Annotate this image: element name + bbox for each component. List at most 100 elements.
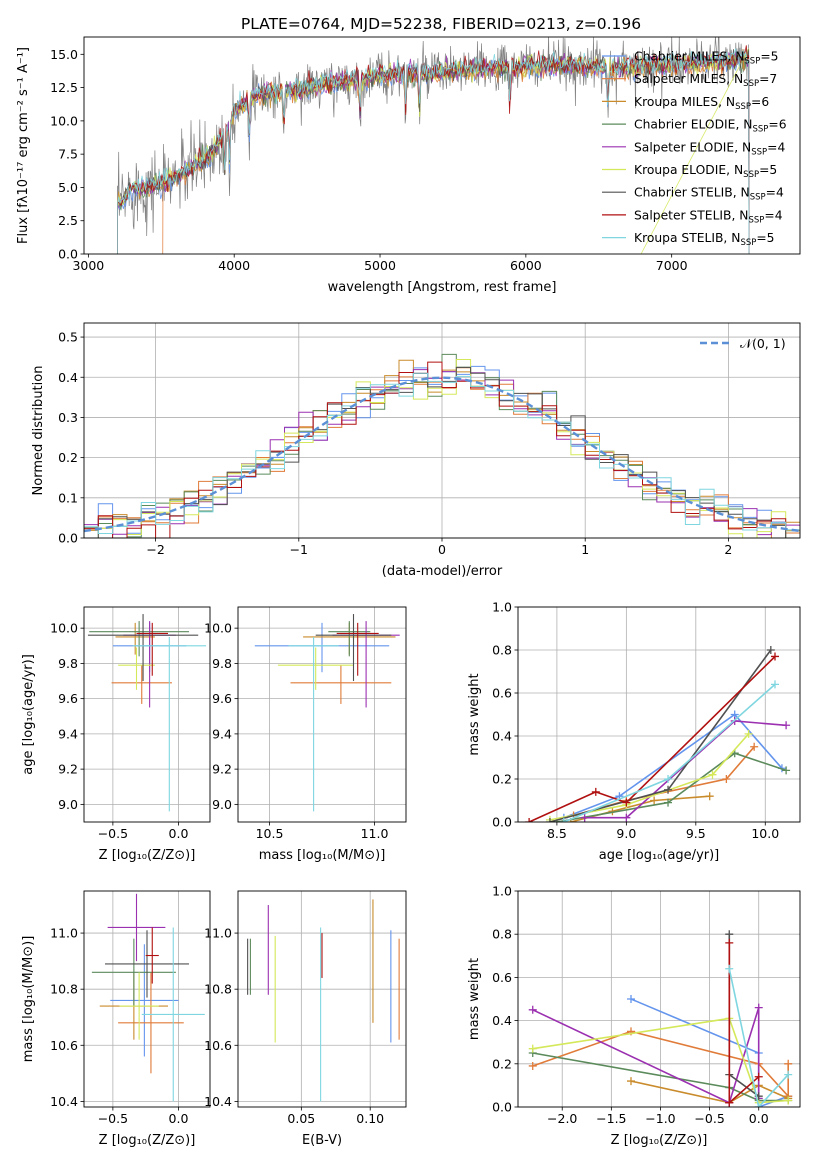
axes-frame <box>237 890 407 1108</box>
x-tick-label: 5000 <box>364 258 396 273</box>
legend-label: Chabrier MILES, NSSP=5 <box>634 50 778 67</box>
data-point <box>145 927 159 984</box>
x-tick-label: −2 <box>146 542 164 557</box>
y-tick-label: 11.0 <box>50 926 78 941</box>
y-tick-label: 0.0 <box>492 1100 512 1115</box>
model-spectrum-line <box>117 48 750 254</box>
y-tick-label: 15.0 <box>50 47 78 62</box>
y-tick-label: 10.8 <box>204 982 232 997</box>
mass-weight-marker <box>725 930 734 939</box>
mass-weight-marker <box>528 1044 537 1053</box>
y-tick-label: 0.5 <box>58 330 78 345</box>
mass-weight-marker <box>626 995 635 1003</box>
y-tick-label: 1.0 <box>492 884 512 899</box>
mass-weight-series-line <box>528 655 776 822</box>
mass-weight-vs-age-panel: 8.5 9.0 9.5 10.0 0.0 0.2 0.4 0.6 0.8 1.0 age [log₁… <box>467 600 801 863</box>
mass-weight-marker <box>559 818 568 822</box>
mass-weight-series-line <box>563 713 783 819</box>
y-tick-label: 9.4 <box>58 726 78 741</box>
data-point <box>115 622 155 655</box>
x-axis-label: age [log₁₀(age/yr)] <box>599 848 720 863</box>
axes-frame <box>83 606 211 823</box>
y-tick-label: 0.0 <box>492 815 512 830</box>
axes-frame <box>83 890 211 1108</box>
mass-weight-marker <box>744 729 753 738</box>
y-axis-label: age [log₁₀(age/yr)] <box>21 654 36 775</box>
x-tick-label: 0.05 <box>287 1111 315 1126</box>
x-tick-label: 0.0 <box>749 1111 769 1126</box>
plot-area <box>84 353 800 538</box>
residual-histogram-panel: −2 −1 0 1 2 0.0 0.1 0.2 0.3 0.4 0.5 (data-model)/er… <box>31 322 801 579</box>
data-point <box>107 893 166 962</box>
mass-weight-marker <box>708 770 717 779</box>
y-axis-label: mass weight <box>467 958 482 1040</box>
legend-label: Kroupa STELIB, NSSP=5 <box>634 231 775 248</box>
mass-weight-marker <box>754 1003 763 1012</box>
data-point <box>105 930 189 998</box>
x-axis-label: mass [log₁₀(M/M⊙)] <box>259 848 386 863</box>
x-axis-label: E(B-V) <box>302 1133 342 1148</box>
mass-weight-marker <box>591 787 600 796</box>
y-tick-label: 0.0 <box>58 247 78 262</box>
data-point <box>118 647 155 690</box>
x-tick-label: 11.0 <box>361 826 389 841</box>
mass-weight-vs-z-panel: −2.0 −1.5 −1.0 −0.5 0.0 0.0 0.2 0.4 0.6 0.8 1.0 Z [… <box>467 884 801 1148</box>
data-point <box>132 636 207 812</box>
mass-weight-marker <box>766 646 775 654</box>
mass-weight-marker <box>664 775 673 783</box>
plot-area <box>91 893 205 1102</box>
mass-weight-marker <box>754 1103 763 1107</box>
x-tick-label: 9.0 <box>616 826 636 841</box>
x-axis-label: (data-model)/error <box>382 564 503 579</box>
mass-weight-marker <box>784 1096 793 1105</box>
x-tick-label: 0 <box>438 542 446 557</box>
data-point <box>277 647 354 690</box>
x-tick-label: 4000 <box>218 258 250 273</box>
plot-area <box>117 37 750 254</box>
x-tick-label: 0.0 <box>169 1111 189 1126</box>
y-tick-label: 10.4 <box>50 1094 78 1109</box>
data-point <box>89 621 189 657</box>
data-point <box>111 665 172 704</box>
x-tick-label: 8.5 <box>547 826 567 841</box>
mass-weight-marker <box>725 938 734 947</box>
plot-area <box>87 614 207 812</box>
y-axis-label: Normed distribution <box>31 366 46 496</box>
axes-frame <box>83 36 801 255</box>
histogram-step-line <box>84 361 800 538</box>
y-tick-label: 10.6 <box>50 1038 78 1053</box>
x-tick-label: 7000 <box>656 258 688 273</box>
y-tick-label: 9.0 <box>58 797 78 812</box>
mass-weight-marker <box>622 798 631 807</box>
y-tick-label: 12.5 <box>50 80 78 95</box>
mass-weight-marker <box>722 775 731 783</box>
x-axis-label: Z [log₁₀(Z/Z⊙)] <box>99 848 196 863</box>
mass-weight-marker <box>782 766 791 775</box>
y-tick-label: 0.1 <box>58 490 78 505</box>
x-tick-label: 6000 <box>510 258 542 273</box>
mass-weight-marker <box>580 813 589 822</box>
legend-label: Chabrier ELODIE, NSSP=6 <box>634 118 787 135</box>
mass-weight-marker <box>782 721 791 730</box>
x-tick-label: 1 <box>581 542 589 557</box>
mass-weight-marker <box>626 1077 635 1086</box>
axes-frame <box>237 606 407 823</box>
age-vs-z-panel: −0.5 0.0 9.0 9.2 9.4 9.6 9.8 10.0 Z [log₁₀(Z/Z⊙)… <box>21 606 211 863</box>
y-tick-label: 9.8 <box>58 656 78 671</box>
axes-frame <box>517 606 801 823</box>
mass-weight-marker <box>664 798 673 807</box>
y-tick-label: 0.4 <box>58 370 78 385</box>
data-point <box>118 972 184 1074</box>
x-tick-label: 0.10 <box>356 1111 384 1126</box>
y-tick-label: 10.0 <box>50 113 78 128</box>
y-tick-label: 0.4 <box>492 729 512 744</box>
spectrum-panel: 3000 4000 5000 6000 7000 0.0 2.5 5.0 7.5 10.0 12.5… <box>16 36 801 295</box>
figure-title: PLATE=0764, MJD=52238, FIBERID=0213, z=0… <box>241 15 641 33</box>
data-point <box>123 621 176 708</box>
mass-weight-marker <box>770 652 779 661</box>
data-point <box>87 614 199 682</box>
mass-weight-marker <box>622 813 631 822</box>
y-tick-label: 9.2 <box>58 762 78 777</box>
mass-weight-marker <box>725 1098 734 1107</box>
